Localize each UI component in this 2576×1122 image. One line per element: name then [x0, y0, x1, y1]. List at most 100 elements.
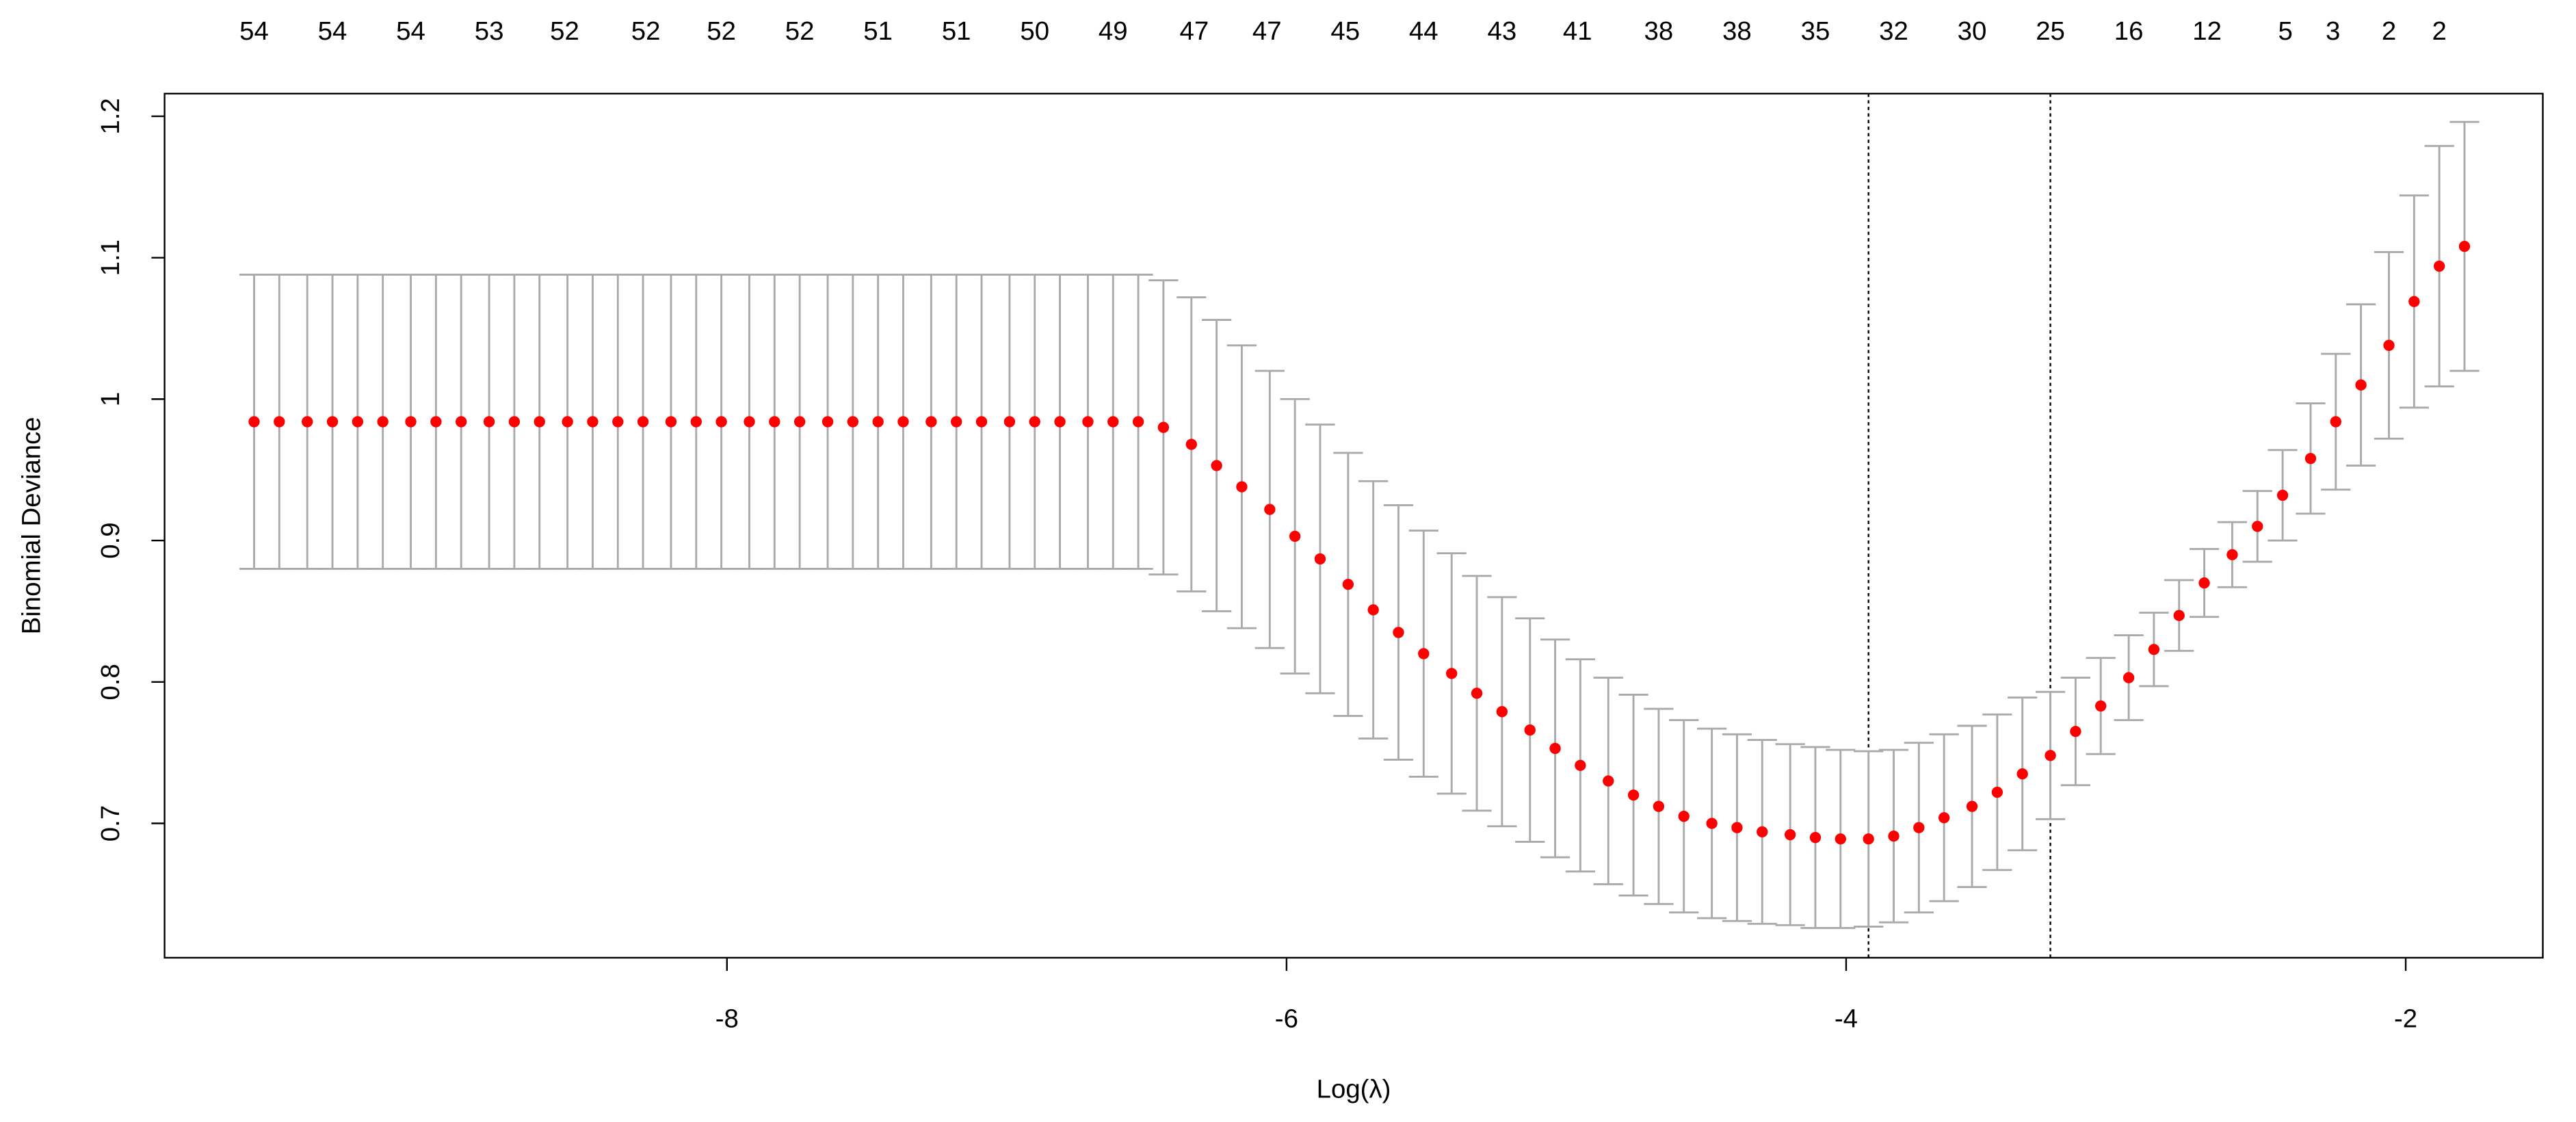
point [2252, 521, 2263, 532]
point [1211, 460, 1222, 471]
point [1367, 604, 1379, 616]
point [1314, 553, 1326, 565]
point [1809, 832, 1822, 844]
point [715, 416, 727, 428]
top-tick-label: 47 [1252, 16, 1282, 46]
point [1496, 706, 1508, 718]
point [2355, 379, 2367, 391]
y-tick-label: 0.9 [96, 522, 125, 558]
top-tick-label: 12 [2192, 16, 2222, 46]
point [2045, 750, 2056, 761]
y-tick-label: 0.7 [96, 805, 125, 842]
point [1289, 530, 1301, 543]
point [508, 416, 521, 428]
top-tick-label: 54 [318, 16, 347, 46]
point [483, 416, 495, 428]
point [2095, 700, 2107, 712]
point [377, 416, 389, 428]
top-tick-label: 51 [863, 16, 893, 46]
point [2148, 644, 2160, 655]
top-tick-label: 44 [1409, 16, 1438, 46]
point [1236, 481, 1248, 493]
point [1003, 416, 1016, 428]
x-tick-label: -2 [2394, 1004, 2417, 1033]
point [897, 416, 909, 428]
point [1938, 812, 1950, 824]
point [2016, 768, 2028, 780]
top-tick-label: 50 [1020, 16, 1049, 46]
top-tick-label: 2 [2432, 16, 2446, 46]
top-tick-label: 41 [1563, 16, 1592, 46]
top-tick-label: 53 [475, 16, 504, 46]
y-tick-label: 1 [96, 392, 125, 406]
point [1603, 775, 1614, 787]
point [1835, 833, 1846, 845]
point [1731, 822, 1743, 833]
point [1784, 829, 1796, 841]
point [1082, 416, 1094, 428]
y-tick-label: 1.2 [96, 98, 125, 134]
top-tick-label: 25 [2036, 16, 2065, 46]
point [2458, 240, 2471, 252]
point [1185, 439, 1197, 450]
point [2173, 610, 2185, 621]
point [847, 416, 859, 428]
top-tick-label: 49 [1099, 16, 1128, 46]
point [248, 416, 260, 428]
y-tick-label: 0.8 [96, 664, 125, 700]
top-tick-label: 54 [239, 16, 269, 46]
point [872, 416, 884, 428]
point [587, 416, 599, 428]
point [1029, 416, 1040, 428]
top-tick-label: 52 [785, 16, 815, 46]
point [2383, 339, 2395, 351]
point [744, 416, 755, 428]
top-tick-label: 5 [2278, 16, 2292, 46]
point [951, 416, 962, 428]
point [612, 416, 624, 428]
point [302, 416, 313, 428]
point [1888, 830, 1900, 842]
point [769, 416, 780, 428]
x-tick-label: -8 [715, 1004, 739, 1033]
point [1678, 811, 1690, 822]
point [2122, 672, 2135, 683]
point [562, 416, 573, 428]
point [1342, 578, 1354, 590]
x-tick-label: -6 [1275, 1004, 1298, 1033]
top-tick-label: 52 [550, 16, 579, 46]
point [1107, 416, 1119, 428]
point [2276, 489, 2289, 501]
point [2070, 725, 2081, 738]
point [2226, 549, 2238, 560]
top-tick-label: 51 [942, 16, 971, 46]
top-tick-label: 30 [1958, 16, 1987, 46]
point [1863, 833, 1874, 845]
point [1446, 668, 1458, 679]
point [2330, 416, 2341, 428]
point [1418, 648, 1430, 660]
point [665, 416, 677, 428]
point [326, 416, 339, 428]
top-tick-label: 43 [1487, 16, 1516, 46]
point [1132, 416, 1144, 428]
point [456, 416, 467, 428]
top-tick-label: 52 [707, 16, 736, 46]
point [1393, 627, 1404, 638]
point [793, 416, 806, 428]
point [1157, 421, 1170, 433]
point [690, 416, 702, 428]
top-tick-label: 54 [396, 16, 425, 46]
point [1264, 504, 1276, 515]
point [1706, 818, 1718, 829]
point [1054, 416, 1066, 428]
top-tick-label: 2 [2382, 16, 2396, 46]
point [975, 416, 988, 428]
point [1966, 800, 1978, 812]
top-tick-label: 47 [1180, 16, 1209, 46]
point [1549, 742, 1561, 755]
point [822, 416, 834, 428]
y-axis-label: Binomial Deviance [17, 417, 47, 634]
point [1524, 724, 1536, 736]
